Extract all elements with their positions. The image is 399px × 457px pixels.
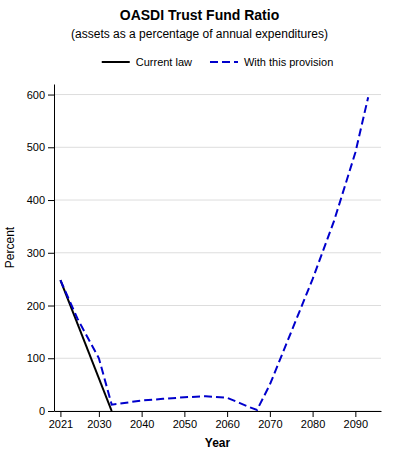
tick: 2050 [173, 411, 197, 430]
tick-mark [48, 147, 54, 148]
tick: 0 [39, 405, 54, 417]
tick-label: 2060 [215, 418, 239, 430]
legend-swatch [102, 61, 130, 63]
x-axis-title: Year [205, 436, 231, 450]
legend-item: With this provision [210, 56, 333, 68]
tick-mark [313, 411, 314, 417]
lines [60, 97, 368, 411]
grid-line [54, 147, 381, 148]
tick-mark [355, 411, 356, 417]
grid-line [54, 200, 381, 201]
tick-mark [99, 411, 100, 417]
tick-mark [142, 411, 143, 417]
tick-label: 2030 [87, 418, 111, 430]
tick-label: 500 [27, 141, 45, 153]
tick: 2021 [49, 411, 73, 430]
tick: 2040 [130, 411, 154, 430]
tick-mark [48, 306, 54, 307]
tick: 2060 [215, 411, 239, 430]
legend: Current law With this provision [102, 56, 334, 68]
grid-line [54, 411, 381, 412]
tick: 2030 [87, 411, 111, 430]
axis-line [55, 411, 382, 412]
title: OASDI Trust Fund Ratio [120, 7, 279, 23]
grid-line [54, 358, 381, 359]
tick-mark [48, 358, 54, 359]
series-line [60, 97, 368, 410]
series-line [60, 280, 111, 411]
tick-mark [270, 411, 271, 417]
tick-label: 200 [27, 300, 45, 312]
tick-label: 2070 [258, 418, 282, 430]
tick: 400 [27, 194, 54, 206]
tick-mark [227, 411, 228, 417]
tick: 300 [27, 247, 54, 259]
tick-mark [48, 200, 54, 201]
tick-label: 2040 [130, 418, 154, 430]
tick-label: 400 [27, 194, 45, 206]
tick-label: 0 [39, 405, 45, 417]
grid [54, 95, 381, 411]
legend-label: Current law [136, 56, 192, 68]
legend-label: With this provision [244, 56, 333, 68]
tick-mark [48, 253, 54, 254]
tick: 100 [27, 352, 54, 364]
tick: 200 [27, 300, 54, 312]
legend-item: Current law [102, 56, 192, 68]
plot: 2021 2030 2040 2050 2060 2070 2080 2090 0 100 200 3… [27, 85, 382, 430]
x-axis: 2021 2030 2040 2050 2060 2070 2080 2090 [49, 411, 382, 430]
tick: 500 [27, 141, 54, 153]
tick-mark [60, 411, 61, 417]
tick: 2090 [344, 411, 368, 430]
tick-label: 2050 [173, 418, 197, 430]
legend-swatch [210, 61, 238, 63]
tick-mark [48, 95, 54, 96]
tick-mark [184, 411, 185, 417]
tick: 2080 [301, 411, 325, 430]
tick-label: 300 [27, 247, 45, 259]
tick-label: 2080 [301, 418, 325, 430]
tick-label: 100 [27, 352, 45, 364]
chart: OASDI Trust Fund Ratio (assets as a perce… [0, 0, 399, 457]
subtitle: (assets as a percentage of annual expend… [71, 27, 328, 41]
grid-line [54, 252, 381, 253]
tick-mark [48, 411, 54, 412]
y-axis: 0 100 200 300 400 500 600 [27, 85, 55, 418]
grid-line [54, 94, 381, 95]
tick: 2070 [258, 411, 282, 430]
y-axis-title: Percent [3, 226, 17, 268]
axis-line [54, 85, 55, 412]
tick-label: 600 [27, 89, 45, 101]
tick-label: 2090 [344, 418, 368, 430]
tick: 600 [27, 89, 54, 101]
grid-line [54, 305, 381, 306]
tick-label: 2021 [49, 418, 73, 430]
